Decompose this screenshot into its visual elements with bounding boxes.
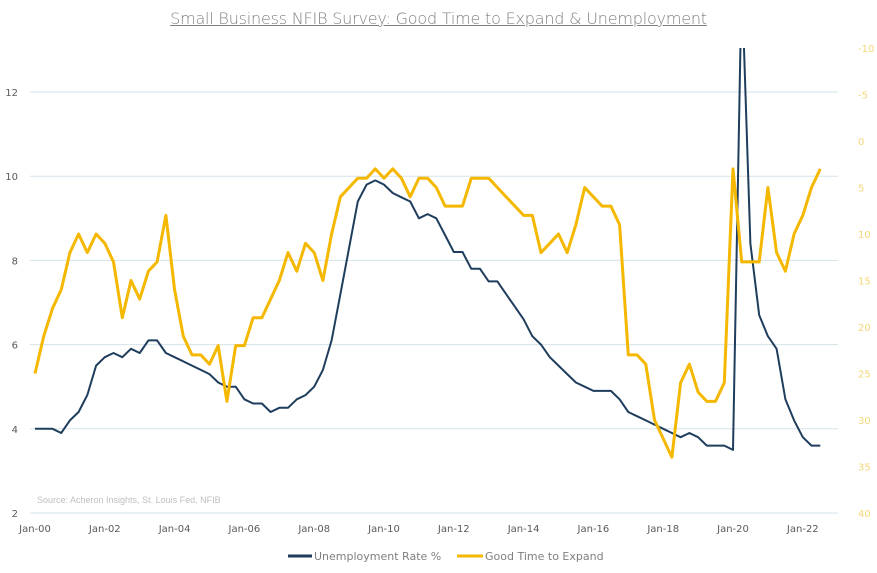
left-tick-label: 12 (5, 88, 18, 99)
left-tick-label: 2 (12, 509, 18, 520)
right-axis-ticks: -10 -5 0 5 10 15 20 25 30 35 40 (858, 44, 874, 520)
right-tick-label: 25 (858, 370, 871, 381)
right-tick-label: 10 (858, 230, 871, 241)
right-tick-label: 20 (858, 323, 871, 334)
series-layer (33, 48, 822, 459)
source-note: Source: Acheron Insights, St. Louis Fed,… (37, 495, 221, 505)
legend: Unemployment Rate % Good Time to Expand (288, 550, 604, 563)
x-axis-ticks: Jan-00 Jan-02 Jan-04 Jan-06 Jan-08 Jan-10 Jan-… (18, 524, 819, 535)
legend-label-good-time: Good Time to Expand (485, 550, 604, 563)
series-line-good-time-to-expand (33, 167, 822, 459)
right-tick-label: 15 (858, 277, 871, 288)
left-tick-label: 8 (12, 256, 18, 267)
right-tick-label: 40 (858, 509, 871, 520)
x-tick-label: Jan-14 (507, 524, 540, 535)
right-tick-label: 30 (858, 416, 871, 427)
left-tick-label: 10 (5, 172, 18, 183)
x-tick-label: Jan-18 (646, 524, 679, 535)
right-tick-label: 0 (858, 137, 864, 148)
x-tick-label: Jan-00 (18, 524, 51, 535)
right-tick-label: -10 (858, 44, 874, 55)
x-tick-label: Jan-02 (88, 524, 121, 535)
left-axis-ticks: 2 4 6 8 10 12 (5, 88, 18, 520)
left-tick-label: 6 (12, 341, 18, 352)
legend-label-unemployment: Unemployment Rate % (314, 550, 441, 563)
left-tick-label: 4 (12, 425, 18, 436)
series-line-unemployment (35, 48, 821, 451)
x-tick-label: Jan-12 (437, 524, 470, 535)
right-tick-label: -5 (858, 91, 868, 102)
x-tick-label: Jan-22 (786, 524, 819, 535)
right-tick-label: 35 (858, 463, 871, 474)
gridlines (30, 91, 838, 514)
x-tick-label: Jan-10 (367, 524, 400, 535)
x-tick-label: Jan-04 (158, 524, 191, 535)
chart-title: Small Business NFIB Survey: Good Time to… (170, 9, 707, 28)
x-tick-label: Jan-20 (716, 524, 749, 535)
right-tick-label: 5 (858, 184, 864, 195)
x-tick-label: Jan-06 (228, 524, 261, 535)
x-tick-label: Jan-08 (297, 524, 330, 535)
x-tick-label: Jan-16 (577, 524, 610, 535)
